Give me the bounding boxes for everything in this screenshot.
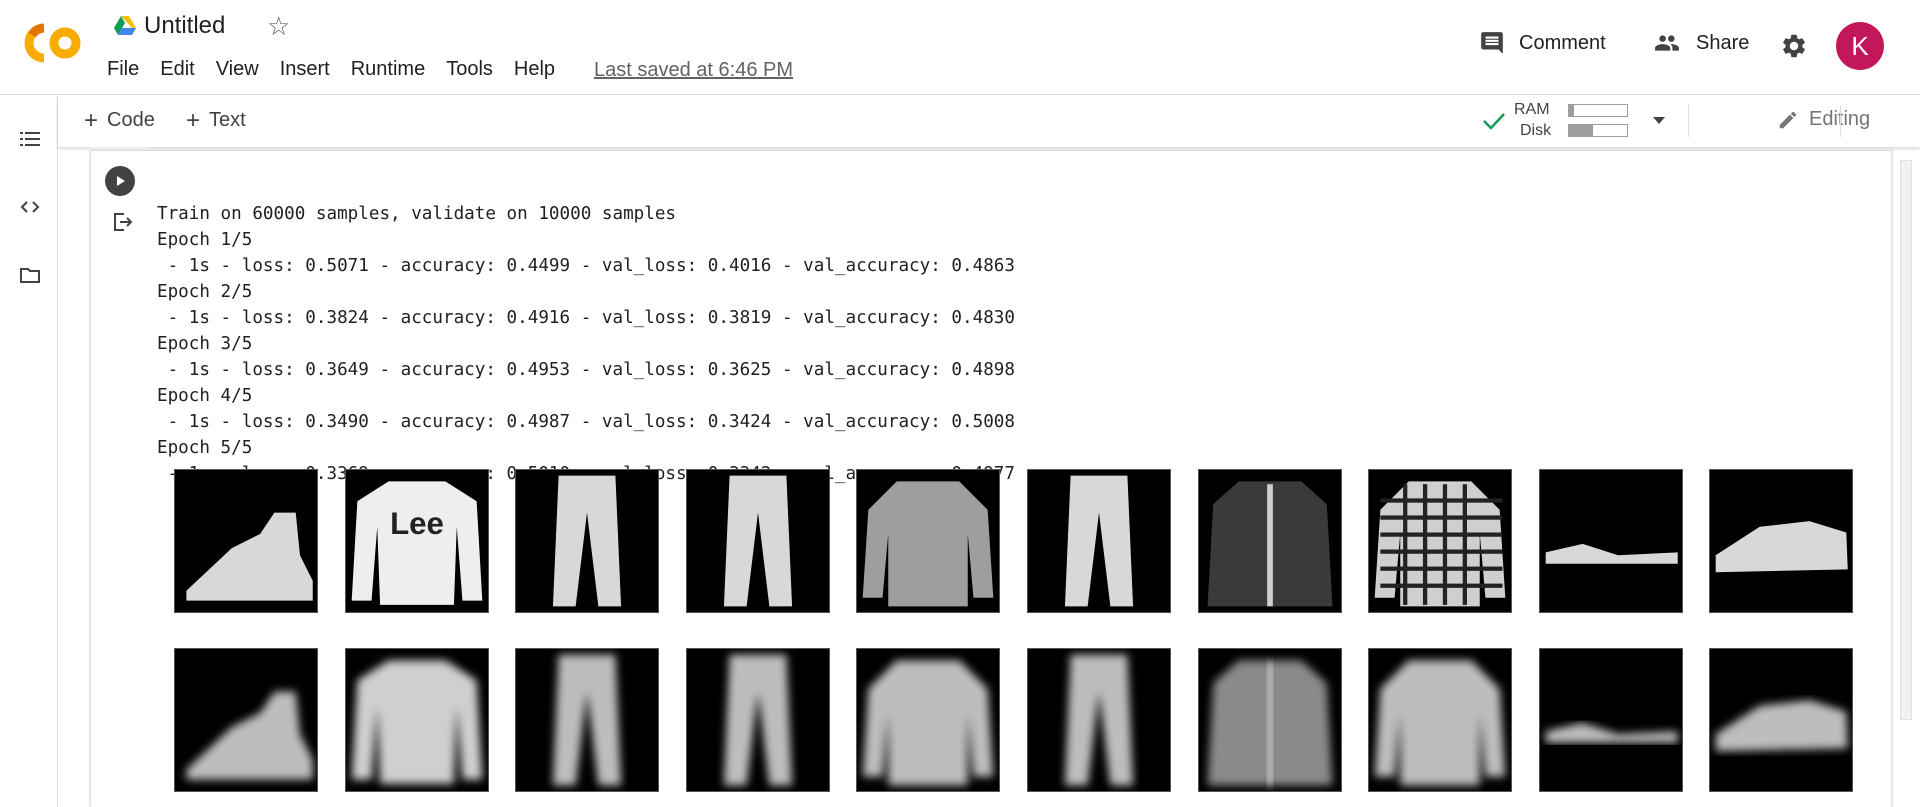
toolbar-divider [1688,105,1689,137]
table-of-contents-icon[interactable] [18,127,42,156]
pencil-icon [1779,111,1797,128]
menu-bar: File Edit View Insert Runtime Tools Help [107,58,576,81]
original-image-thumbnail [515,469,660,613]
reconstructed-image-thumbnail [856,648,1001,792]
connected-check-icon[interactable] [1482,111,1506,136]
original-image-thumbnail [1709,469,1854,613]
comment-label: Comment [1519,31,1606,54]
menu-view[interactable]: View [215,58,259,80]
reconstructed-image-thumbnail [1709,648,1854,792]
original-image-thumbnail: Lee [344,469,489,613]
scrollbar-thumb[interactable] [1900,160,1912,720]
menu-insert[interactable]: Insert [279,58,330,80]
reconstructed-image-thumbnail [1197,648,1342,792]
reconstructed-image-thumbnail [1026,648,1171,792]
user-avatar[interactable]: K [1836,22,1884,70]
add-code-label: Code [107,109,155,131]
original-image-thumbnail [1026,469,1171,613]
clear-output-icon[interactable] [110,210,134,239]
output-line: Epoch 4/5 [157,386,253,406]
reconstructed-image-thumbnail [685,648,830,792]
output-line: - 1s - loss: 0.3649 - accuracy: 0.4953 -… [157,360,1015,380]
play-icon [117,176,125,186]
google-drive-icon [114,16,136,36]
reconstructed-images-row [174,648,1880,792]
disk-label: Disk [1520,122,1552,139]
original-image-thumbnail [1197,469,1342,613]
reconstructed-image-thumbnail [515,648,660,792]
colab-logo[interactable] [18,18,88,68]
reconstructed-image-thumbnail [344,648,489,792]
add-text-label: Text [209,109,246,131]
comment-icon [1481,32,1503,54]
original-image-thumbnail [685,469,830,613]
comment-button[interactable]: Comment [1479,30,1606,56]
reconstructed-image-thumbnail [1368,648,1513,792]
output-line: - 1s - loss: 0.5071 - accuracy: 0.4499 -… [157,256,1015,276]
vertical-scrollbar[interactable] [1900,150,1914,720]
output-line: - 1s - loss: 0.3490 - accuracy: 0.4987 -… [157,412,1015,432]
menu-tools[interactable]: Tools [446,58,493,80]
left-rail [0,95,58,807]
disk-usage-fill [1569,125,1594,136]
add-code-button[interactable]: + Code [84,106,155,134]
menu-edit[interactable]: Edit [160,58,195,80]
editing-mode-button[interactable]: Editing [1777,108,1870,131]
ram-usage-fill [1569,105,1574,116]
original-image-thumbnail [1368,469,1513,613]
svg-text:Lee: Lee [390,506,444,541]
editing-label: Editing [1809,108,1870,131]
files-folder-icon[interactable] [18,263,42,292]
reconstructed-image-thumbnail [174,648,318,792]
notebook-toolbar: + Code + Text RAM Disk Editing [58,95,1920,147]
chevron-down-icon[interactable] [1653,117,1665,124]
code-snippets-icon[interactable] [18,195,42,224]
image-output-grid: Lee [174,469,1880,792]
notebook-title[interactable]: Untitled [144,12,226,39]
output-line: Train on 60000 samples, validate on 1000… [157,204,677,224]
output-line: Epoch 1/5 [157,230,253,250]
plus-icon: + [186,106,201,134]
star-icon[interactable]: ☆ [267,11,291,41]
original-image-thumbnail [1538,469,1683,613]
share-button[interactable]: Share [1652,30,1749,56]
ram-label: RAM [1514,101,1550,118]
share-label: Share [1696,31,1750,54]
run-cell-button[interactable] [105,166,135,196]
ram-usage-bar[interactable] [1568,104,1628,117]
app-header: Untitled ☆ File Edit View Insert Runtime… [0,0,1920,95]
last-saved-link[interactable]: Last saved at 6:46 PM [594,59,794,81]
original-images-row: Lee [174,469,1880,613]
toolbar-divider [1840,105,1841,137]
people-icon [1655,35,1679,51]
cell-output-text: Train on 60000 samples, validate on 1000… [157,175,1015,513]
output-line: Epoch 2/5 [157,282,253,302]
add-text-button[interactable]: + Text [186,106,246,134]
output-line: - 1s - loss: 0.3824 - accuracy: 0.4916 -… [157,308,1015,328]
menu-file[interactable]: File [107,58,140,80]
original-image-thumbnail [856,469,1001,613]
disk-usage-bar[interactable] [1568,124,1628,137]
original-image-thumbnail [174,469,318,613]
reconstructed-image-thumbnail [1538,648,1683,792]
menu-help[interactable]: Help [513,58,556,80]
header-divider [0,94,1920,95]
menu-runtime[interactable]: Runtime [350,58,426,80]
output-line: Epoch 3/5 [157,334,253,354]
settings-gear-icon[interactable] [1780,32,1808,65]
output-line: Epoch 5/5 [157,438,253,458]
plus-icon: + [84,106,99,134]
